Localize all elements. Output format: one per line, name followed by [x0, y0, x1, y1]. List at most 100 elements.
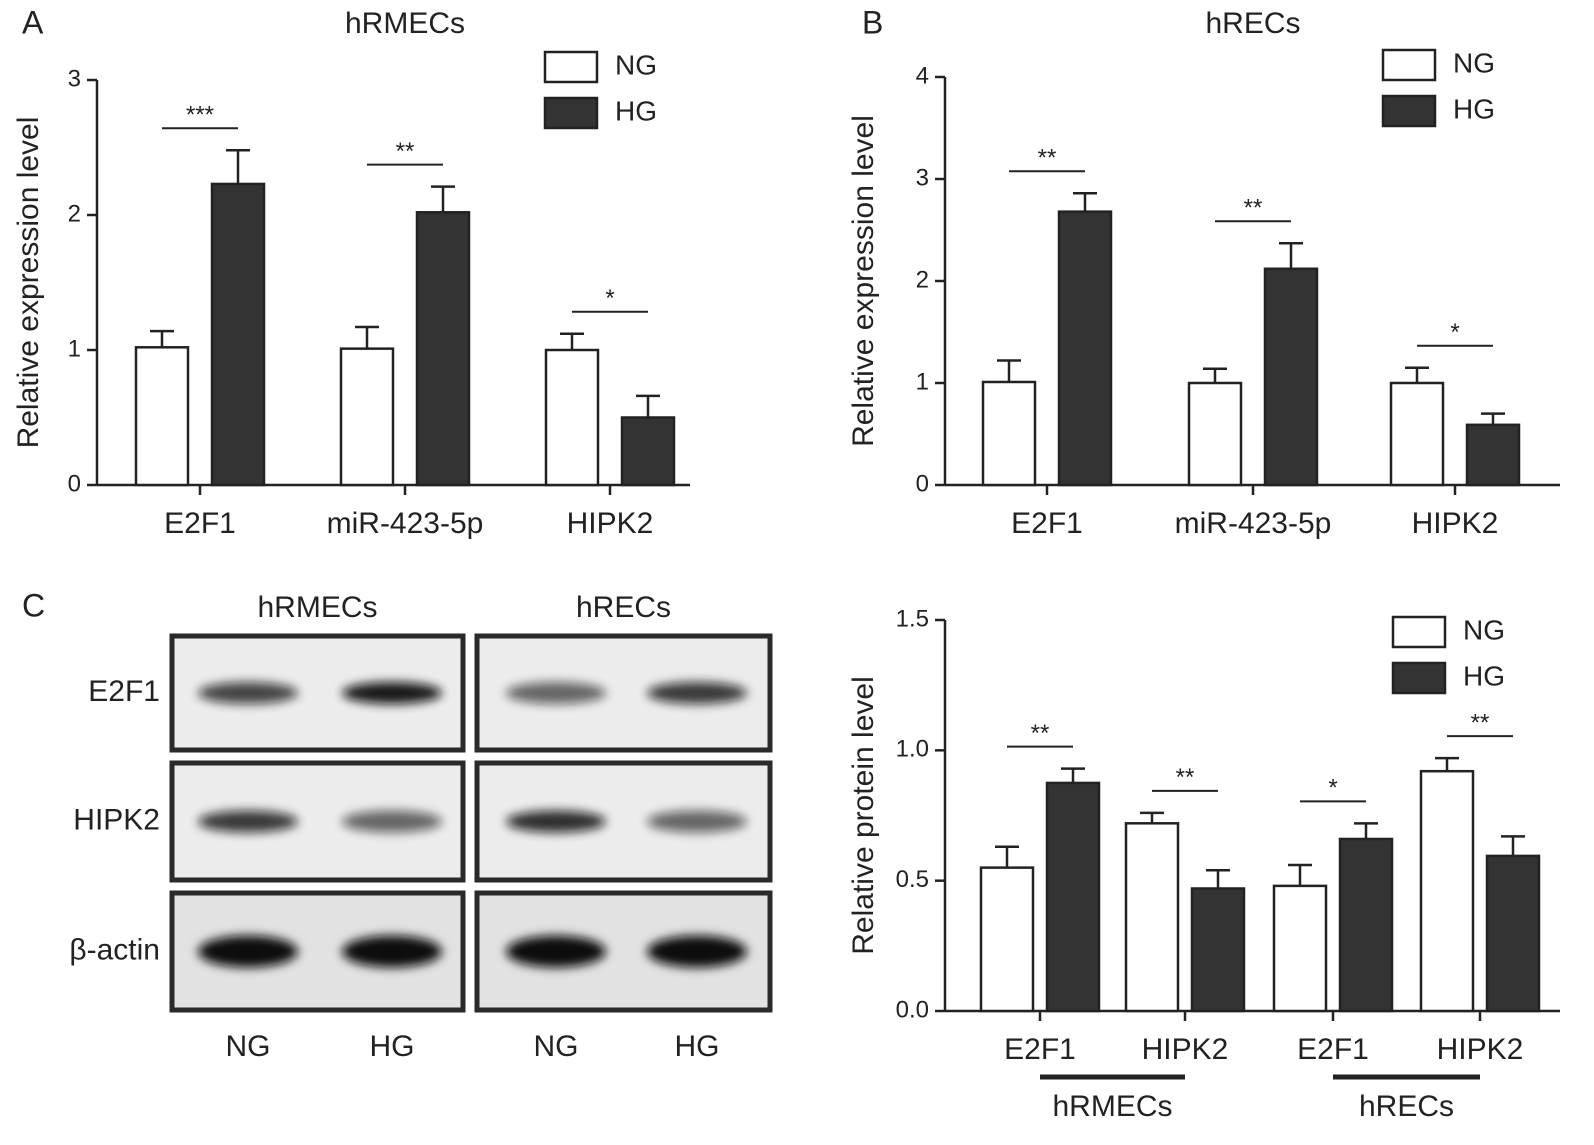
bar [1124, 822, 1180, 1013]
lane-label: HG [370, 1030, 415, 1063]
legend-label: HG [1453, 93, 1495, 124]
panel-label: A [22, 4, 44, 40]
bar [415, 211, 471, 487]
significance-label: *** [186, 102, 214, 129]
significance-label: ** [396, 138, 415, 165]
x-tick-label: E2F1 [1004, 1033, 1076, 1066]
legend-swatch [1381, 48, 1437, 82]
x-tick-label: E2F1 [164, 507, 236, 540]
bar [1338, 837, 1394, 1013]
y-tick-label: 4 [916, 62, 929, 89]
error-bar [1206, 868, 1230, 889]
protein-label: E2F1 [88, 675, 160, 708]
cell-line-label: hRECs [576, 591, 671, 624]
x-tick-label: HIPK2 [1142, 1033, 1229, 1066]
blot-band [342, 935, 442, 968]
chart-title: hRECs [1205, 7, 1300, 40]
error-bar [1481, 412, 1505, 425]
y-tick-label: 1.5 [896, 605, 929, 632]
legend-label: HG [1463, 660, 1505, 691]
protein-label: β-actin [69, 933, 160, 966]
bar [1485, 854, 1541, 1013]
error-bar [1140, 811, 1164, 824]
y-axis-label: Relative expression level [12, 117, 45, 449]
y-tick-label: 0 [68, 470, 81, 497]
legend-swatch [1391, 615, 1447, 649]
panel-label: B [862, 4, 883, 40]
y-tick-label: 3 [916, 164, 929, 191]
significance-label: * [605, 285, 614, 312]
legend-label: NG [1463, 614, 1505, 645]
bar [1045, 781, 1101, 1013]
blot-band [647, 935, 747, 968]
blot-band [647, 810, 747, 833]
blot-band [647, 682, 747, 704]
lane-label: NG [226, 1030, 271, 1063]
y-tick-label: 2 [68, 200, 81, 227]
blot-band [198, 935, 298, 968]
y-tick-label: 1 [68, 335, 81, 362]
error-bar [1405, 366, 1429, 383]
y-axis-label: Relative protein level [847, 676, 880, 954]
bar [1187, 381, 1243, 487]
error-bar [995, 845, 1019, 868]
x-tick-label: E2F1 [1297, 1033, 1369, 1066]
lane-label: NG [534, 1030, 579, 1063]
y-axis-label: Relative expression level [847, 115, 880, 447]
y-tick-label: 0.0 [896, 996, 929, 1023]
error-bar [560, 332, 584, 350]
bar [1389, 381, 1445, 487]
error-bar [1435, 756, 1459, 772]
error-bar [355, 325, 379, 349]
y-tick-label: 1.0 [896, 736, 929, 763]
bar [979, 866, 1035, 1013]
legend-swatch [543, 50, 599, 84]
x-tick-label: HIPK2 [567, 507, 654, 540]
significance-label: * [1328, 775, 1337, 802]
error-bar [150, 329, 174, 348]
chart-title: hRMECs [345, 7, 465, 40]
cell-line-label: hRMECs [257, 591, 377, 624]
x-tick-label: miR-423-5p [327, 507, 484, 540]
blot-band [506, 935, 606, 968]
y-tick-label: 3 [68, 65, 81, 92]
bar [620, 416, 676, 487]
significance-label: ** [1176, 764, 1195, 791]
error-bar [1354, 822, 1378, 839]
y-tick-label: 0 [916, 470, 929, 497]
bar [1263, 267, 1319, 487]
error-bar [226, 148, 250, 184]
y-tick-label: 1 [916, 368, 929, 395]
y-tick-label: 0.5 [896, 866, 929, 893]
error-bar [636, 394, 660, 418]
error-bar [1501, 835, 1525, 856]
blot-band [198, 810, 298, 833]
legend-label: NG [615, 49, 657, 80]
group-label: hRMECs [1052, 1090, 1172, 1123]
x-tick-label: HIPK2 [1412, 507, 1499, 540]
lane-label: HG [675, 1030, 720, 1063]
significance-label: * [1450, 319, 1459, 346]
significance-label: ** [1244, 195, 1263, 222]
bar [981, 380, 1037, 487]
error-bar [1203, 367, 1227, 383]
legend-label: NG [1453, 47, 1495, 78]
bar [1419, 769, 1475, 1013]
y-tick-label: 2 [916, 266, 929, 293]
blot-band [506, 810, 606, 833]
significance-label: ** [1038, 145, 1057, 172]
legend-label: HG [615, 95, 657, 126]
significance-label: ** [1031, 720, 1050, 747]
x-tick-label: HIPK2 [1437, 1033, 1524, 1066]
blot-band [342, 682, 442, 704]
protein-label: HIPK2 [73, 803, 160, 836]
legend-swatch [1381, 94, 1437, 128]
bar [210, 182, 266, 487]
legend-swatch [1391, 661, 1447, 695]
legend-swatch [543, 96, 599, 130]
bar [1057, 210, 1113, 487]
error-bar [1288, 863, 1312, 886]
significance-label: ** [1471, 709, 1490, 736]
bar [1190, 887, 1246, 1013]
